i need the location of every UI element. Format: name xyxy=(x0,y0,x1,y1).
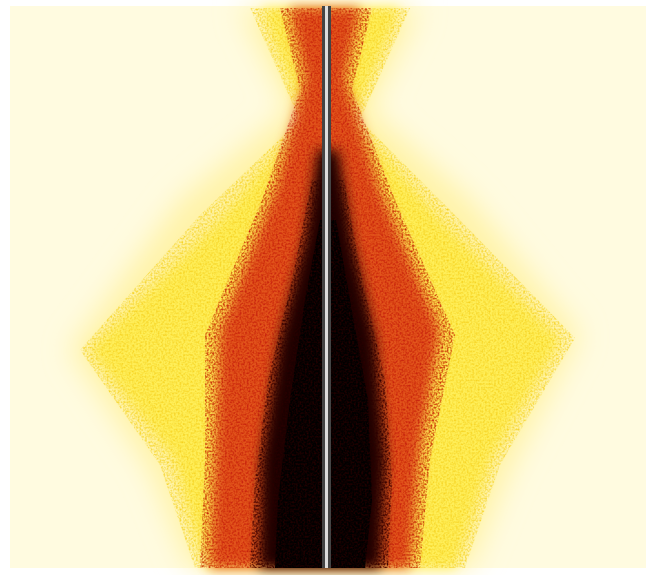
divider-highlight xyxy=(325,6,328,568)
dark-grain xyxy=(250,180,392,568)
dark-grain-layer xyxy=(250,180,392,568)
